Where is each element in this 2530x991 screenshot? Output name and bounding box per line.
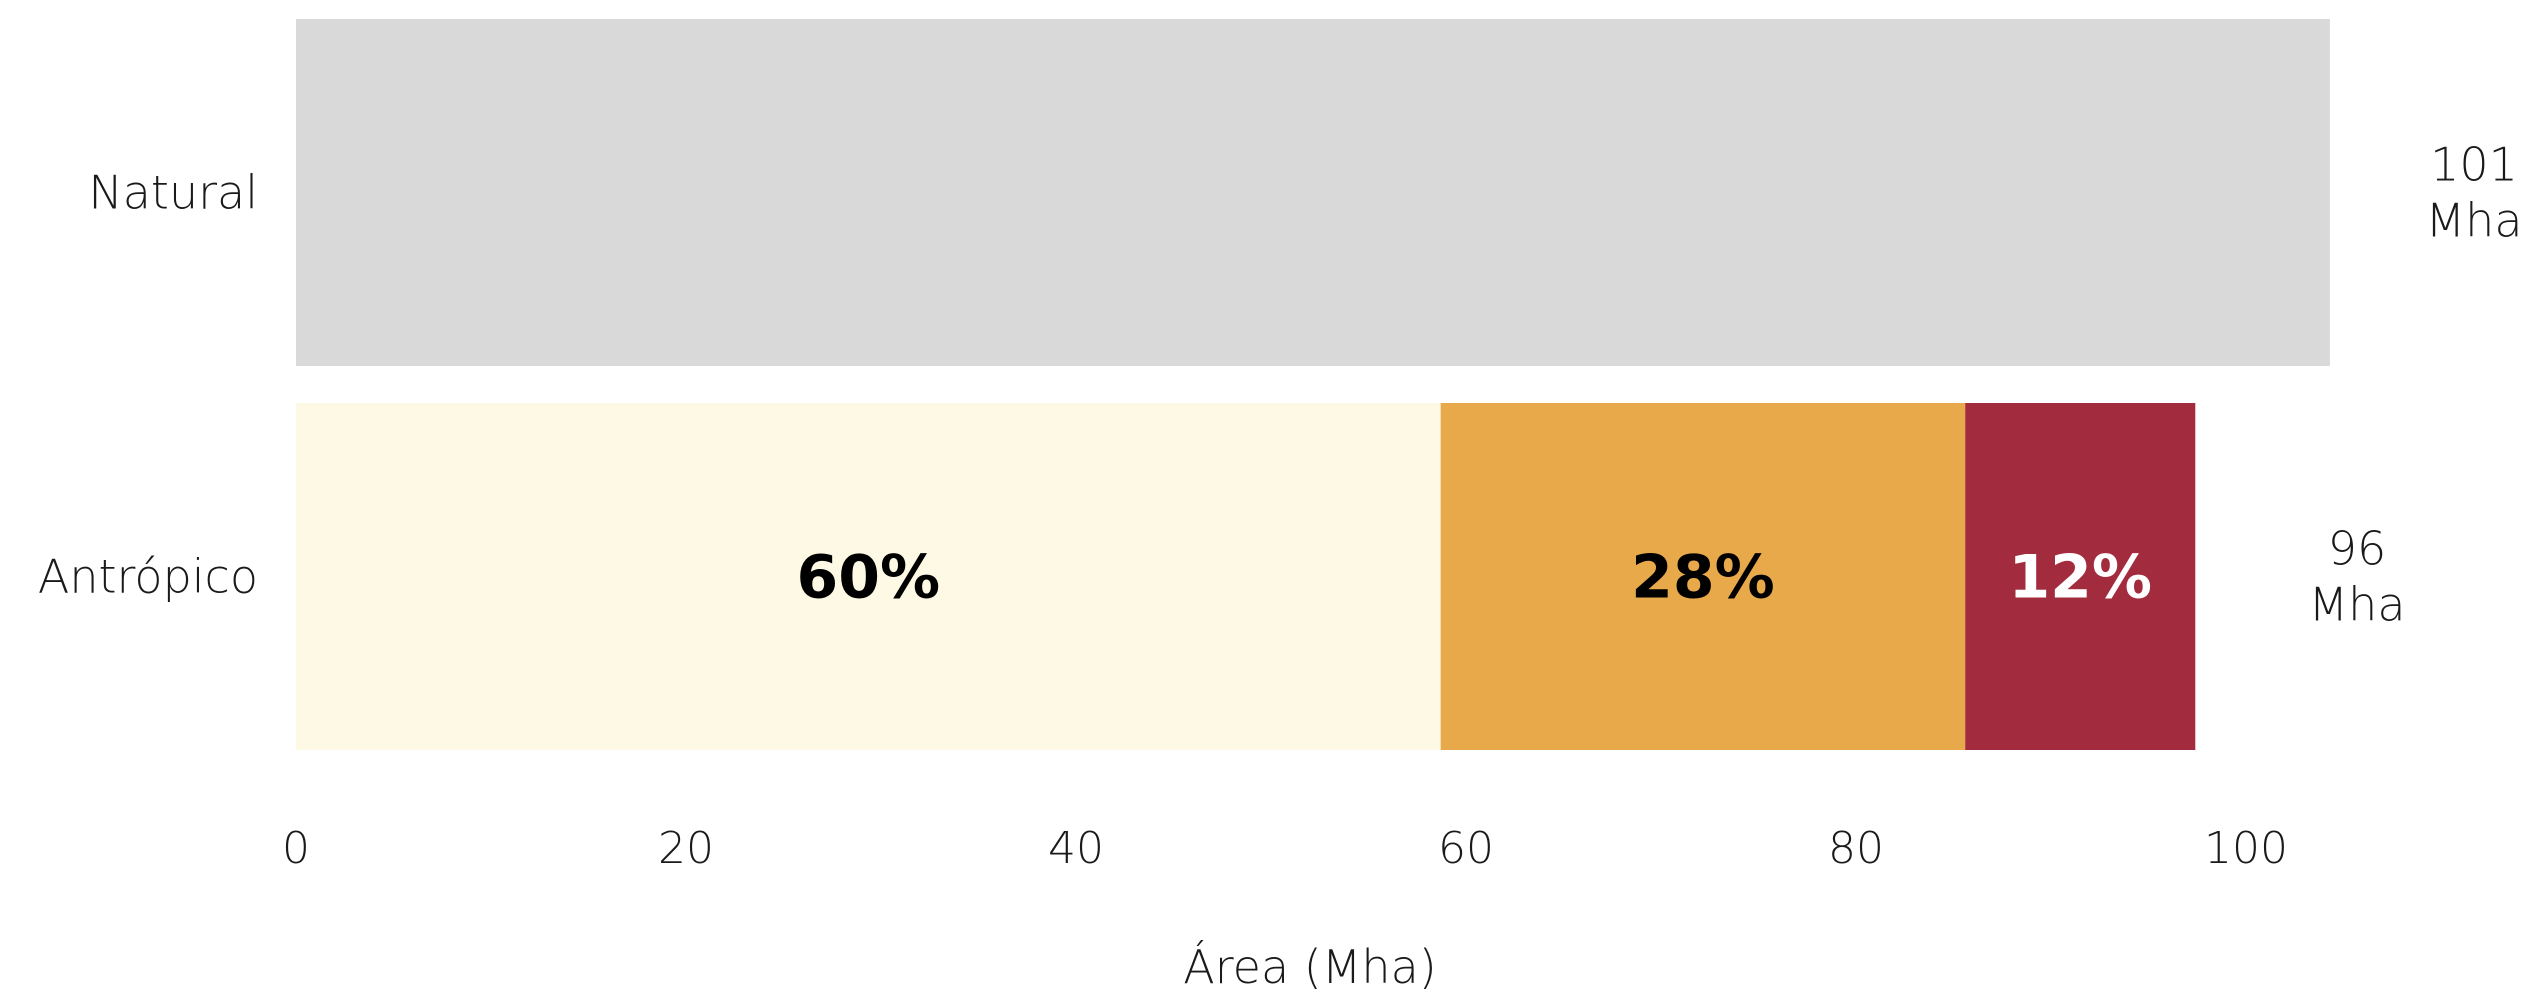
x-axis-title: Área (Mha): [1183, 940, 1436, 991]
x-tick-label-60: 60: [1438, 823, 1494, 874]
total-label-natural-line-0: 101: [2430, 138, 2518, 192]
x-tick-label-100: 100: [2204, 823, 2288, 874]
total-label-antropico-line-1: Mha: [2308, 578, 2405, 632]
bar-segment-antropico-2: [1965, 403, 2196, 750]
bar-segment-antropico-1: [1440, 403, 1966, 750]
x-tick-label-0: 0: [282, 823, 310, 874]
total-label-antropico-line-0: 96: [2328, 522, 2387, 576]
segment-label-antropico-1: 28%: [1631, 543, 1775, 613]
category-label-natural: Natural: [88, 166, 258, 220]
bars-group: 60% 28% 12%: [296, 19, 2330, 750]
x-axis-ticks: 0 20 40 60 80 100: [282, 823, 2288, 874]
total-label-natural-line-1: Mha: [2425, 194, 2522, 248]
segment-label-antropico-2: 12%: [2008, 543, 2152, 613]
bar-segment-antropico-0: [296, 403, 1441, 750]
segment-label-antropico-0: 60%: [797, 543, 941, 613]
x-tick-label-80: 80: [1828, 823, 1884, 874]
bar-segment-natural-0: [296, 19, 2330, 366]
category-labels: Natural Antrópico: [38, 166, 258, 604]
x-tick-label-40: 40: [1048, 823, 1104, 874]
category-label-antropico: Antrópico: [38, 550, 258, 604]
x-tick-label-20: 20: [658, 823, 714, 874]
